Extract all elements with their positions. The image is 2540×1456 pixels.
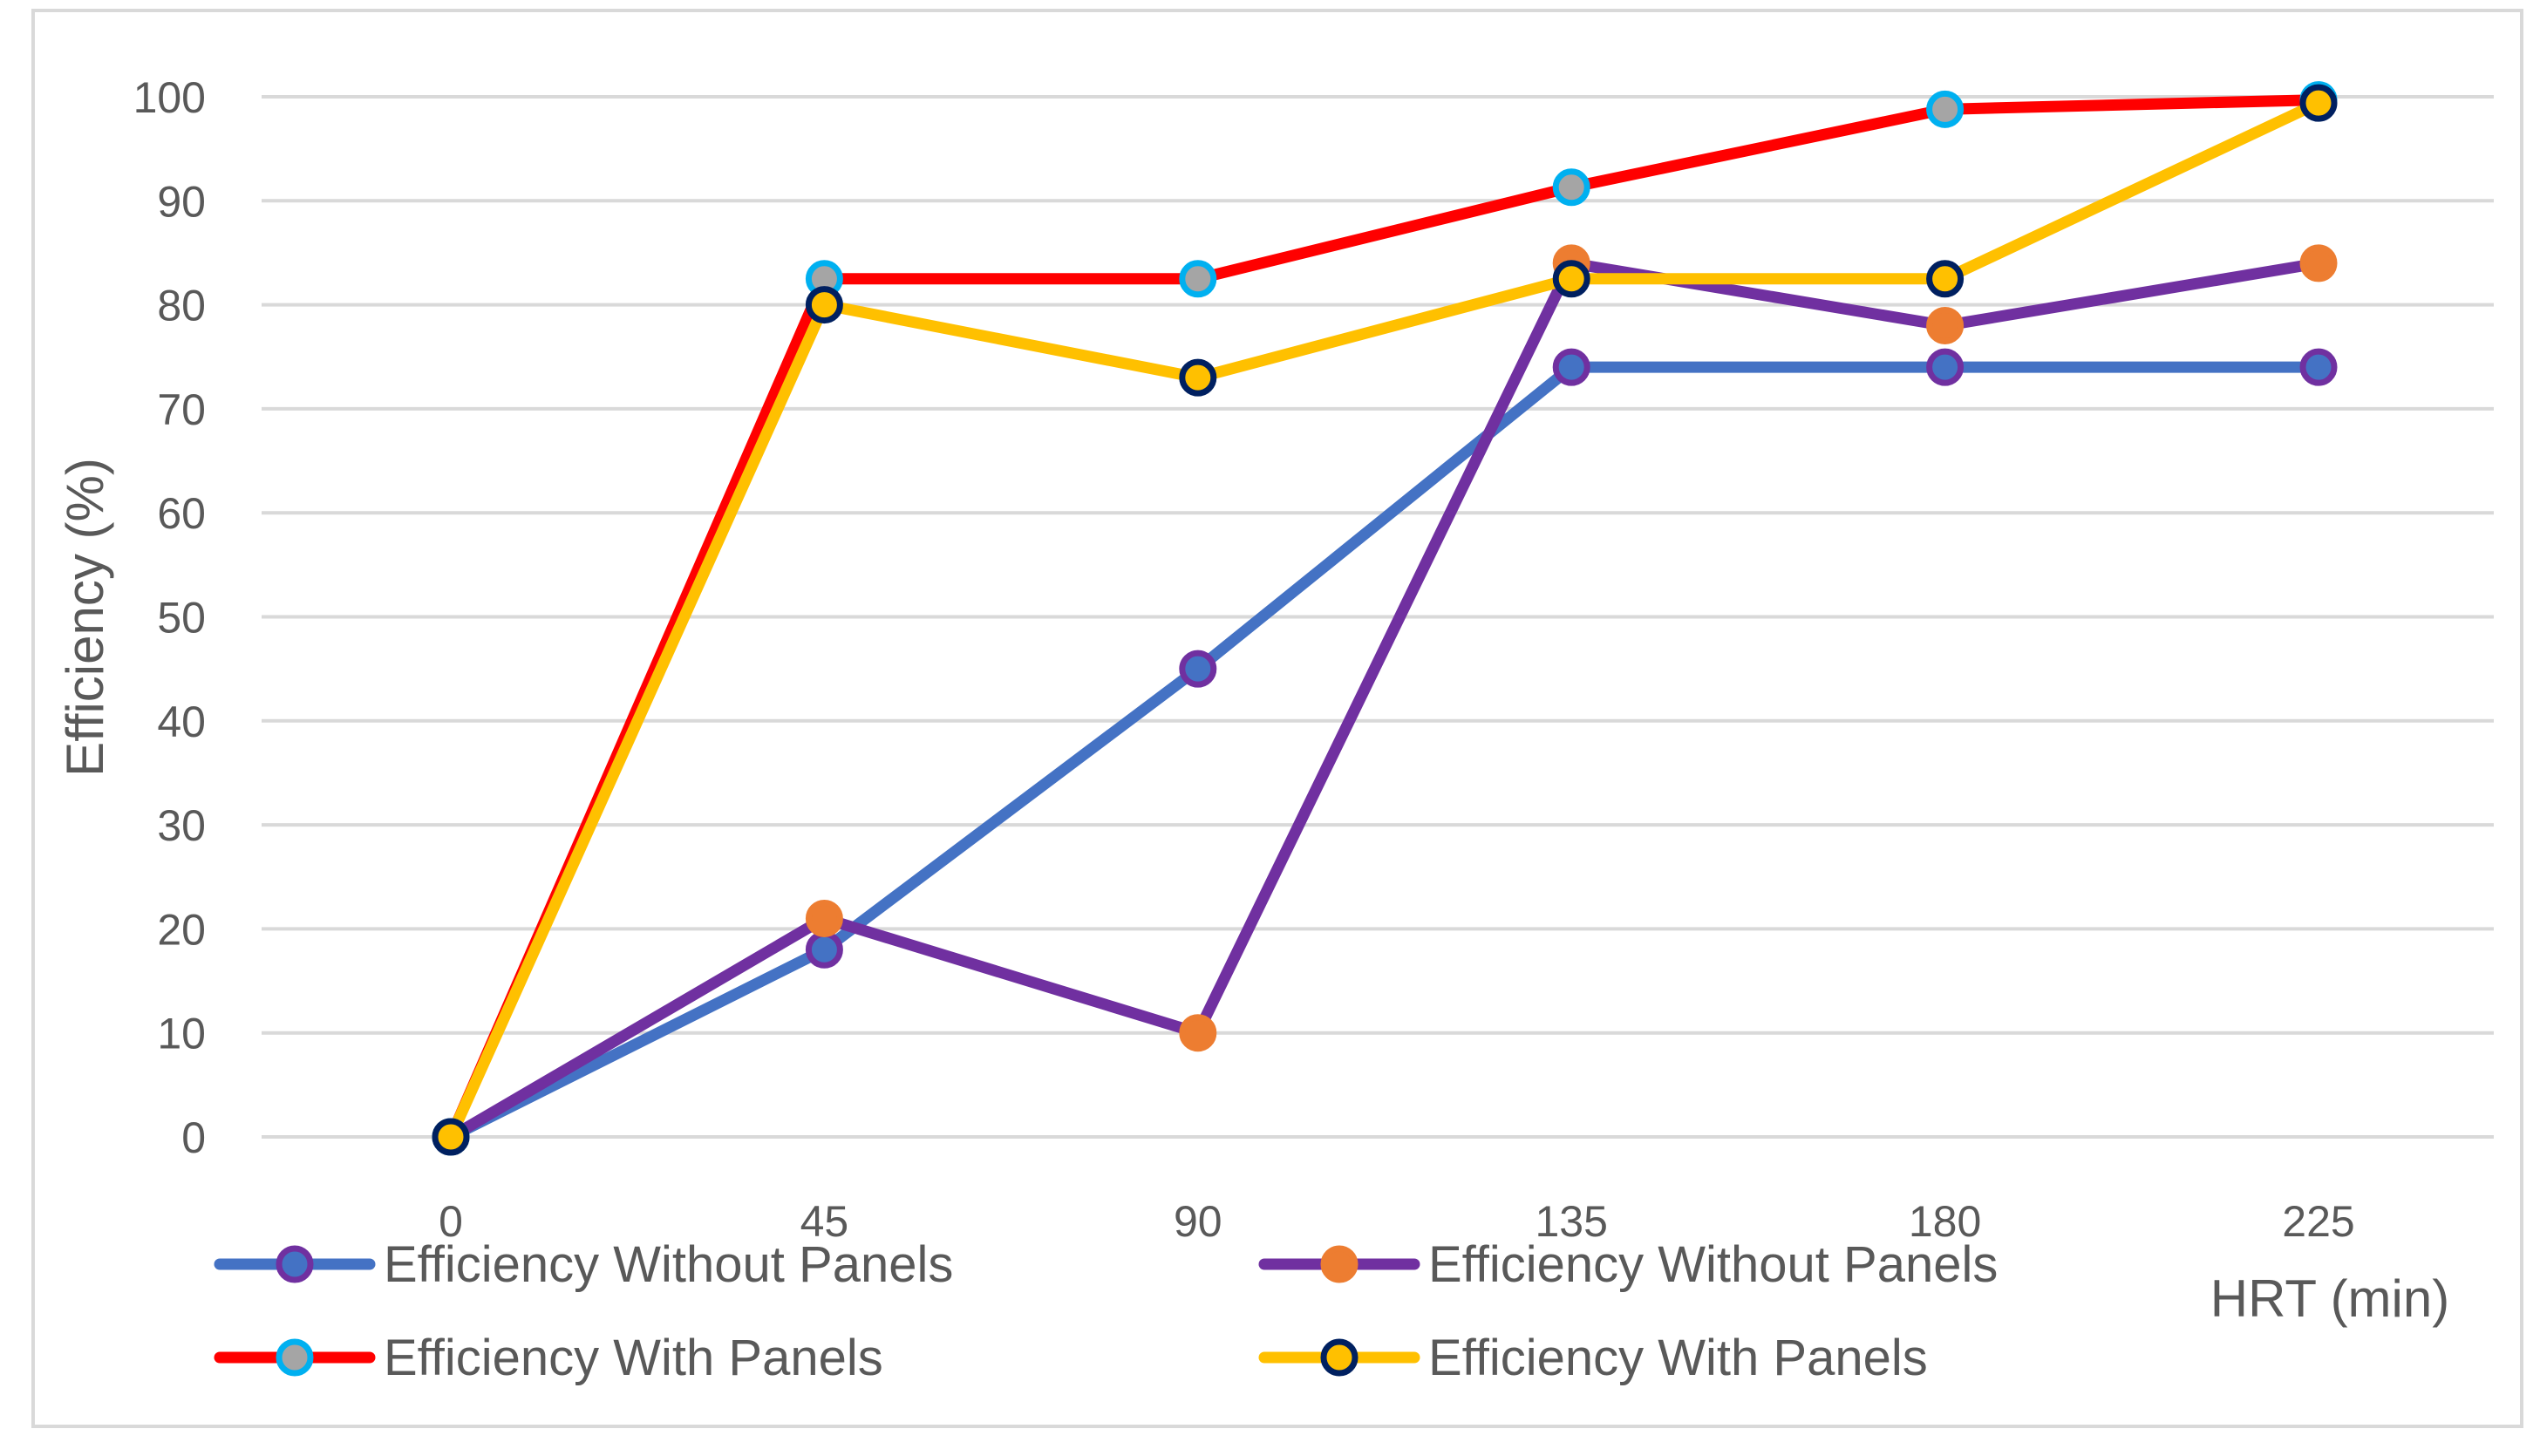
legend-item: Efficiency Without Panels (214, 1236, 953, 1293)
series-line-2 (445, 257, 2325, 1143)
y-tick-label: 70 (157, 385, 206, 434)
data-point (1926, 348, 1965, 386)
x-tick-label: 225 (2282, 1197, 2354, 1246)
legend-swatch-marker (276, 1338, 314, 1377)
data-point (2299, 84, 2338, 122)
x-tick-label: 90 (1174, 1197, 1222, 1246)
y-axis-ticks: 0 10 20 30 40 50 60 70 80 90 100 (133, 73, 206, 1162)
y-tick-label: 10 (157, 1010, 206, 1058)
legend-swatch-marker (276, 1245, 314, 1283)
x-tick-label: 45 (800, 1197, 849, 1246)
chart-frame (31, 9, 2523, 1428)
data-point (1179, 1014, 1217, 1052)
y-tick-label: 100 (133, 73, 206, 122)
series-markers (432, 81, 2338, 1156)
data-point (1179, 650, 1217, 688)
series-lines (445, 94, 2325, 1143)
x-axis-ticks: 0 45 90 135 180 225 (439, 1197, 2355, 1246)
legend-label: Efficiency Without Panels (384, 1236, 953, 1293)
legend-label: Efficiency Without Panels (1428, 1236, 1998, 1293)
y-tick-label: 20 (157, 905, 206, 954)
data-point (1179, 260, 1217, 298)
data-point (805, 286, 843, 324)
y-tick-label: 30 (157, 801, 206, 850)
y-tick-label: 0 (181, 1113, 206, 1162)
legend-item: Efficiency With Panels (214, 1330, 883, 1386)
data-point (1926, 260, 1965, 298)
legend-label: Efficiency With Panels (1428, 1330, 1928, 1386)
series-line-3 (445, 94, 2325, 1143)
data-point (1552, 260, 1590, 298)
data-point (2299, 348, 2338, 386)
legend-item: Efficiency Without Panels (1258, 1236, 1998, 1293)
data-point (1179, 358, 1217, 397)
y-tick-label: 60 (157, 489, 206, 538)
x-tick-label: 0 (439, 1197, 463, 1246)
y-tick-label: 80 (157, 282, 206, 330)
data-point (2299, 244, 2338, 282)
x-tick-label: 135 (1535, 1197, 1607, 1246)
data-point (1926, 90, 1965, 128)
data-point (805, 930, 843, 969)
legend-item: Efficiency With Panels (1258, 1330, 1928, 1386)
x-axis-title: HRT (min) (2210, 1269, 2449, 1328)
legend-swatch-marker (1320, 1338, 1359, 1377)
y-tick-label: 40 (157, 697, 206, 746)
y-axis-title: Efficiency (%) (56, 458, 114, 777)
legend-swatch-marker (1320, 1245, 1359, 1283)
legend: Efficiency Without Panels Efficiency With… (214, 1236, 1998, 1386)
data-point (805, 899, 843, 937)
x-tick-label: 180 (1909, 1197, 1981, 1246)
data-point (1552, 168, 1590, 207)
data-point (1552, 348, 1590, 386)
y-tick-label: 50 (157, 594, 206, 643)
legend-label: Efficiency With Panels (384, 1330, 883, 1386)
y-tick-label: 90 (157, 177, 206, 226)
series-line-1 (445, 361, 2325, 1143)
data-point (432, 1118, 470, 1156)
data-point (1926, 306, 1965, 344)
gridlines (262, 95, 2494, 1139)
series-line-4 (445, 97, 2325, 1143)
